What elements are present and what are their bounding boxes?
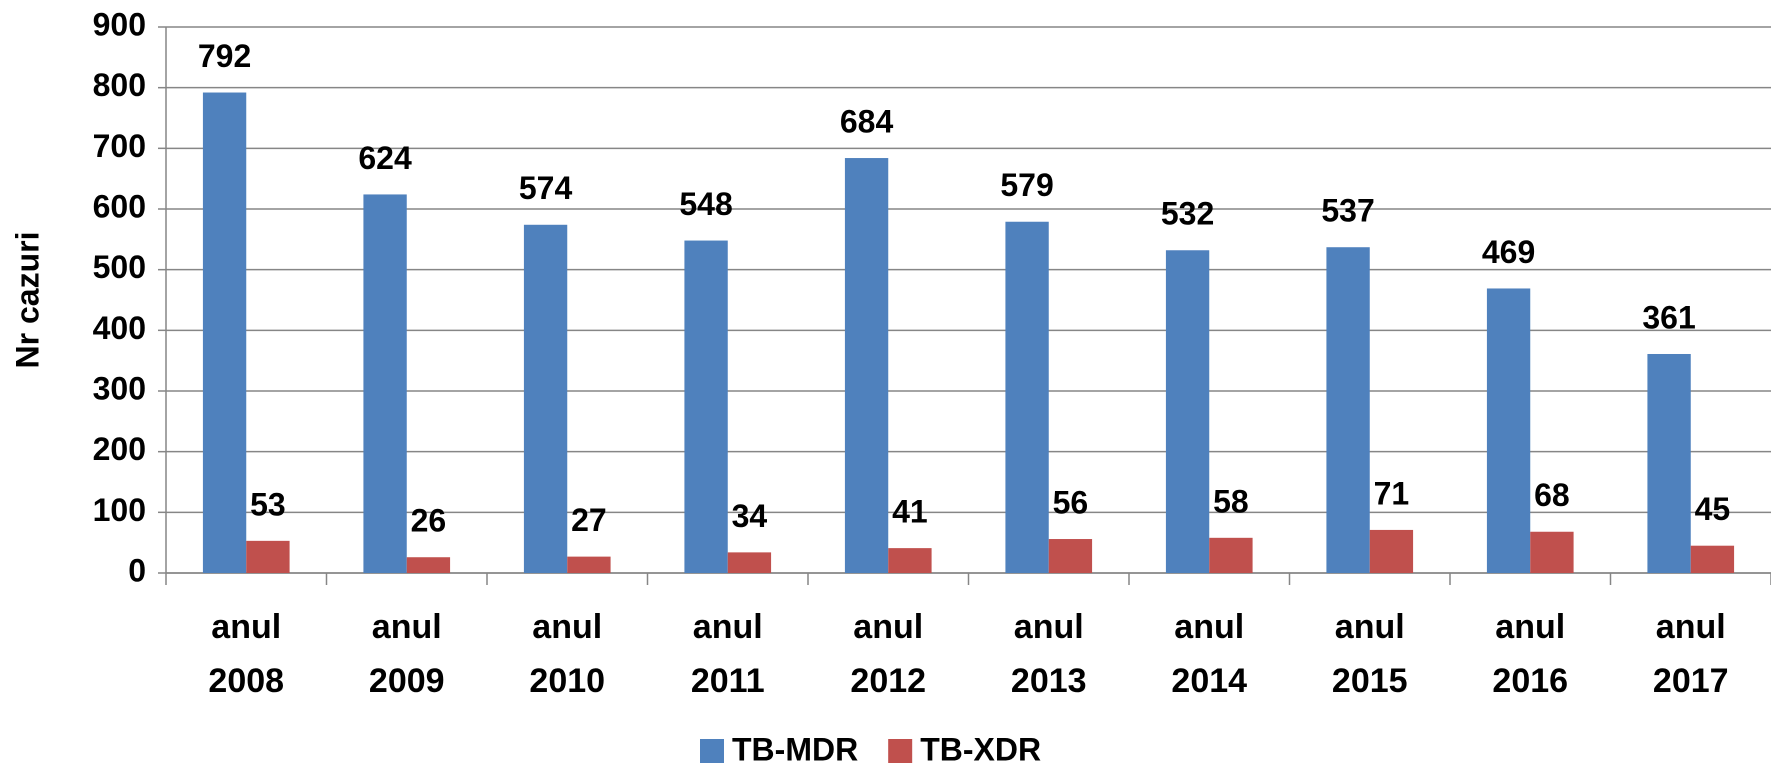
x-tick-label: anul 2010 xyxy=(529,608,606,700)
y-tick-label: 0 xyxy=(128,552,146,588)
bar xyxy=(1165,250,1210,573)
value-label: 45 xyxy=(1695,491,1731,527)
x-tick-label: anul 2015 xyxy=(1331,608,1408,700)
bar xyxy=(1326,247,1370,573)
bar xyxy=(363,194,407,573)
x-tick-label: anul 2012 xyxy=(850,608,927,700)
x-tick-label: anul 2017 xyxy=(1652,608,1729,700)
value-label: 53 xyxy=(250,486,286,522)
y-tick-label: 800 xyxy=(93,67,146,103)
value-label: 469 xyxy=(1482,234,1535,270)
bar xyxy=(202,92,247,574)
value-label: 26 xyxy=(411,503,447,539)
value-label: 361 xyxy=(1642,299,1695,335)
legend-swatch xyxy=(888,739,913,763)
bar xyxy=(1209,537,1253,573)
bar xyxy=(1369,529,1414,573)
value-label: 579 xyxy=(1000,167,1053,203)
bar xyxy=(888,548,932,573)
y-tick-label: 500 xyxy=(93,249,146,285)
x-tick-label: anul 2013 xyxy=(1010,608,1087,700)
bar xyxy=(684,240,728,573)
value-label: 58 xyxy=(1213,483,1249,519)
x-tick-label: anul 2014 xyxy=(1171,608,1248,700)
y-tick-label: 400 xyxy=(93,310,146,346)
bar xyxy=(406,557,451,573)
value-label: 27 xyxy=(571,502,607,538)
value-label: 574 xyxy=(519,170,573,206)
y-tick-label: 200 xyxy=(93,431,146,467)
y-tick-label: 700 xyxy=(93,128,146,164)
bar xyxy=(567,556,611,573)
value-label: 34 xyxy=(732,498,768,534)
legend-label: TB-XDR xyxy=(920,731,1041,767)
y-tick-label: 600 xyxy=(93,188,146,224)
value-label: 624 xyxy=(358,140,412,176)
value-label: 684 xyxy=(840,103,894,139)
bar xyxy=(727,552,772,573)
bar xyxy=(523,224,568,574)
x-tick-label: anul 2008 xyxy=(208,608,285,700)
value-label: 41 xyxy=(892,494,928,530)
bar xyxy=(1530,531,1574,573)
bar xyxy=(844,158,889,574)
x-tick-label: anul 2011 xyxy=(690,608,765,700)
x-tick-label: anul 2009 xyxy=(368,608,445,700)
legend-label: TB-MDR xyxy=(732,731,858,767)
bar xyxy=(1005,221,1049,574)
value-label: 548 xyxy=(679,186,732,222)
y-axis-title: Nr cazuri xyxy=(9,232,45,369)
value-label: 537 xyxy=(1321,193,1374,229)
x-tick-label: anul 2016 xyxy=(1492,608,1569,700)
y-tick-label: 100 xyxy=(93,492,146,528)
value-label: 71 xyxy=(1374,475,1410,511)
y-tick-label: 300 xyxy=(93,370,146,406)
bar xyxy=(1048,539,1093,573)
legend-swatch xyxy=(700,739,724,763)
value-label: 532 xyxy=(1161,196,1214,232)
bar xyxy=(246,540,290,573)
y-tick-label: 900 xyxy=(93,6,146,42)
bar xyxy=(1647,353,1691,573)
bar xyxy=(1690,545,1735,573)
bar xyxy=(1486,288,1531,573)
value-label: 56 xyxy=(1053,484,1089,520)
value-label: 792 xyxy=(198,38,251,74)
value-label: 68 xyxy=(1534,477,1570,513)
